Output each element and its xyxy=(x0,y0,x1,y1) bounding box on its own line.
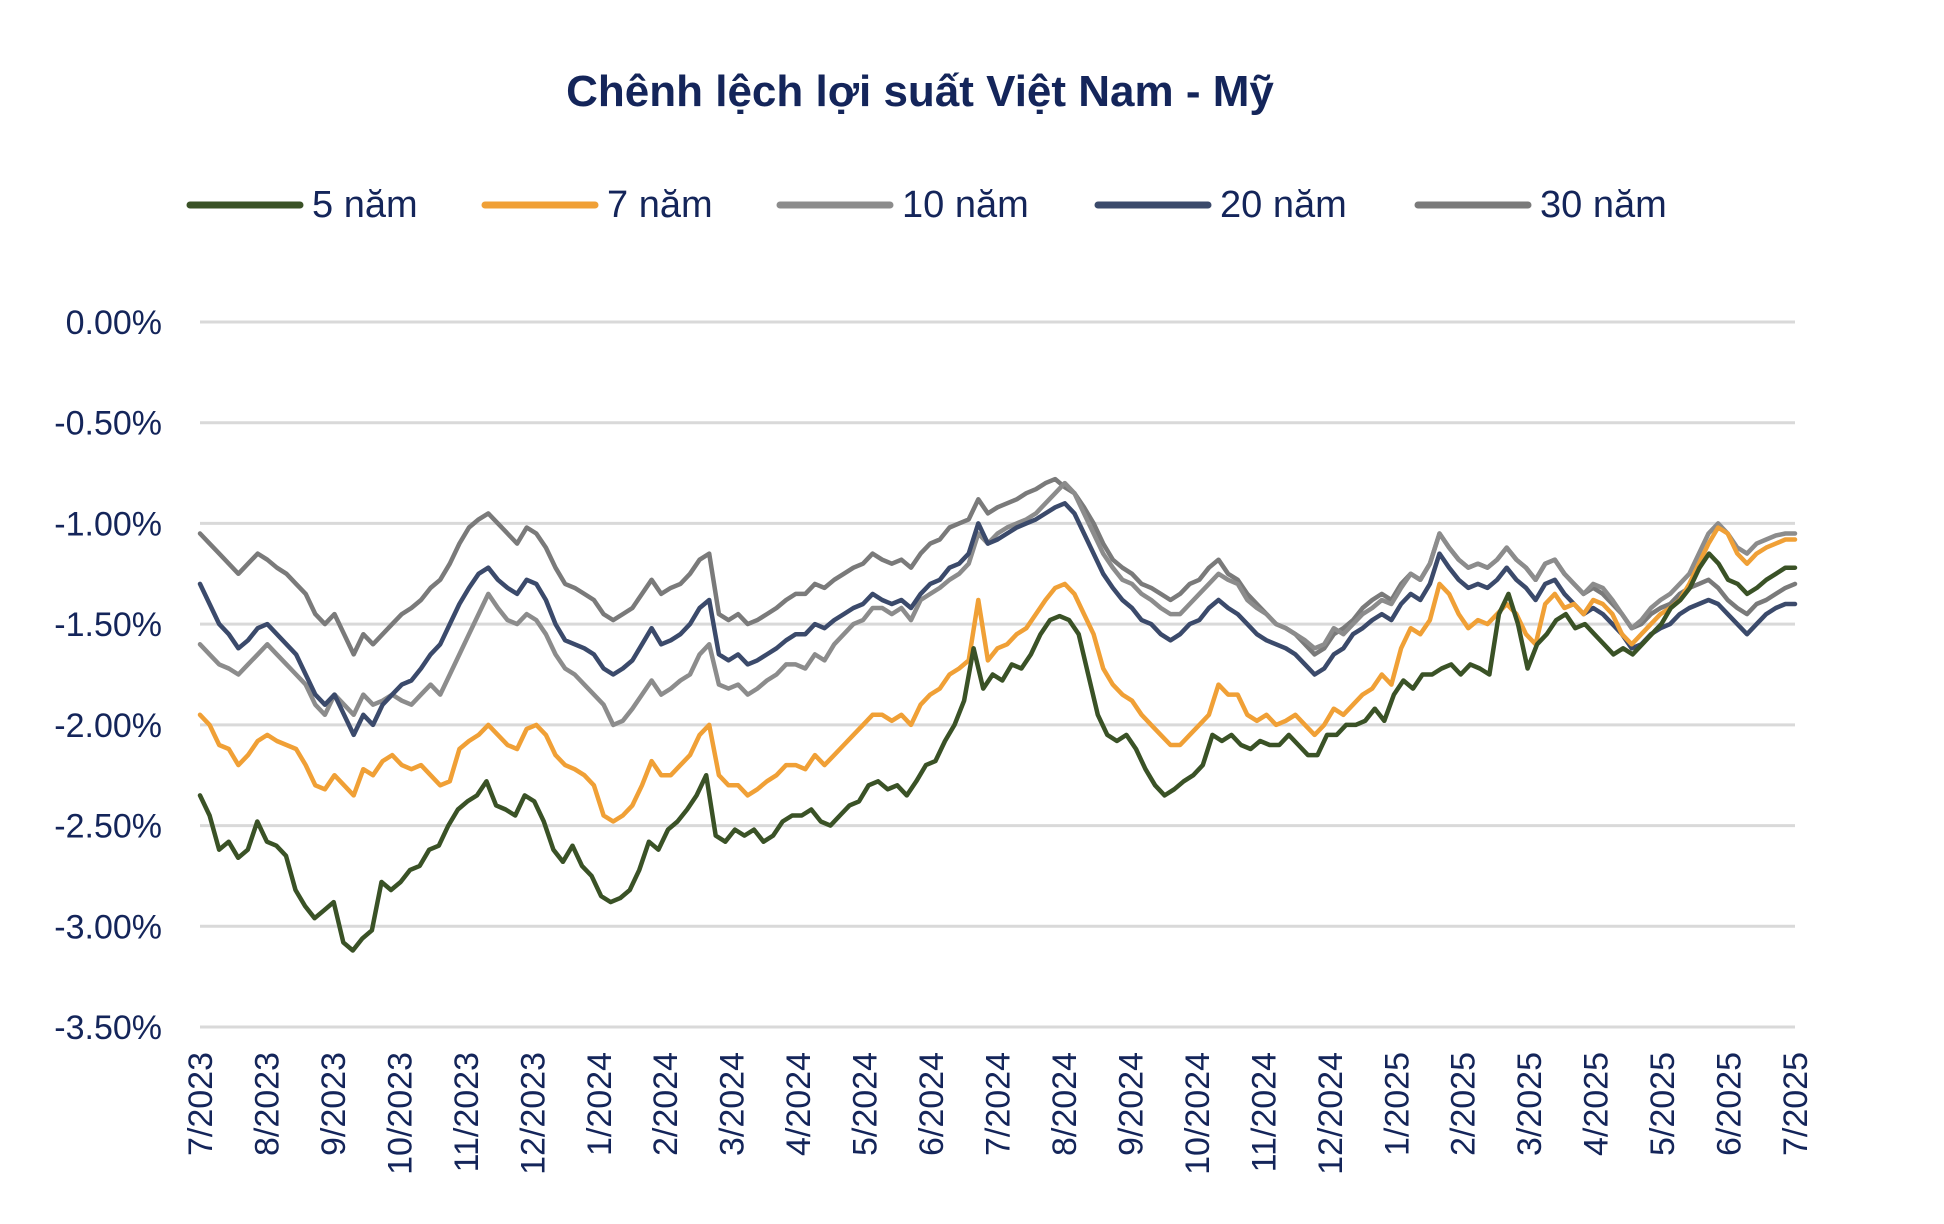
series-line-2 xyxy=(197,480,1798,728)
x-axis: 7/2023 8/2023 9/2023 10/2023 11/2023 12/2023 1… xyxy=(182,1052,1815,1175)
series-line-4 xyxy=(197,476,1798,657)
x-tick-label: 11/2024 xyxy=(1245,1052,1283,1172)
x-tick-label: 3/2025 xyxy=(1511,1052,1549,1156)
y-tick-label: -3.50% xyxy=(54,1009,162,1047)
x-tick-label: 5/2024 xyxy=(847,1052,885,1156)
gridlines xyxy=(200,320,1795,1029)
x-tick-label: 2/2025 xyxy=(1445,1052,1483,1156)
x-tick-label: 2/2024 xyxy=(647,1052,685,1156)
series-line-3 xyxy=(197,501,1798,738)
y-tick-label: -3.00% xyxy=(54,908,162,946)
y-tick-label: -2.50% xyxy=(54,808,162,846)
x-tick-label: 4/2025 xyxy=(1578,1052,1616,1156)
x-tick-label: 7/2025 xyxy=(1777,1052,1815,1156)
y-tick-label: 0.00% xyxy=(66,304,162,342)
x-tick-label: 10/2024 xyxy=(1179,1052,1217,1175)
x-tick-label: 11/2023 xyxy=(448,1052,486,1172)
series-line-0 xyxy=(197,551,1798,953)
legend-label: 5 năm xyxy=(312,184,418,226)
y-tick-label: -1.50% xyxy=(54,606,162,644)
x-tick-label: 10/2023 xyxy=(381,1052,419,1175)
x-tick-label: 9/2024 xyxy=(1112,1052,1150,1156)
legend-label: 20 năm xyxy=(1220,184,1347,226)
x-tick-label: 8/2023 xyxy=(248,1052,286,1156)
x-tick-label: 3/2024 xyxy=(714,1052,752,1156)
legend-label: 10 năm xyxy=(902,184,1029,226)
x-tick-label: 7/2023 xyxy=(182,1052,220,1156)
x-tick-label: 12/2024 xyxy=(1312,1052,1350,1175)
x-tick-label: 6/2024 xyxy=(913,1052,951,1156)
series-line-1 xyxy=(197,525,1798,824)
y-tick-label: -0.50% xyxy=(54,405,162,443)
x-tick-label: 4/2024 xyxy=(780,1052,818,1156)
x-tick-label: 9/2023 xyxy=(315,1052,353,1156)
chart-title: Chênh lệch lợi suất Việt Nam - Mỹ xyxy=(566,67,1274,116)
legend: 5 năm 7 năm 10 năm 20 năm 30 năm xyxy=(186,184,1667,226)
x-tick-label: 8/2024 xyxy=(1046,1052,1084,1156)
x-tick-label: 1/2025 xyxy=(1378,1052,1416,1156)
legend-label: 30 năm xyxy=(1540,184,1667,226)
x-tick-label: 6/2025 xyxy=(1711,1052,1749,1156)
legend-label: 7 năm xyxy=(607,184,713,226)
y-tick-label: -1.00% xyxy=(54,505,162,543)
x-tick-label: 5/2025 xyxy=(1644,1052,1682,1156)
y-tick-label: -2.00% xyxy=(54,707,162,745)
y-axis: 0.00% -0.50% -1.00% -1.50% -2.00% -2.50% -3.00… xyxy=(54,304,162,1047)
x-tick-label: 12/2023 xyxy=(514,1052,552,1175)
series-lines xyxy=(197,476,1798,953)
x-tick-label: 1/2024 xyxy=(581,1052,619,1156)
x-tick-label: 7/2024 xyxy=(980,1052,1018,1156)
